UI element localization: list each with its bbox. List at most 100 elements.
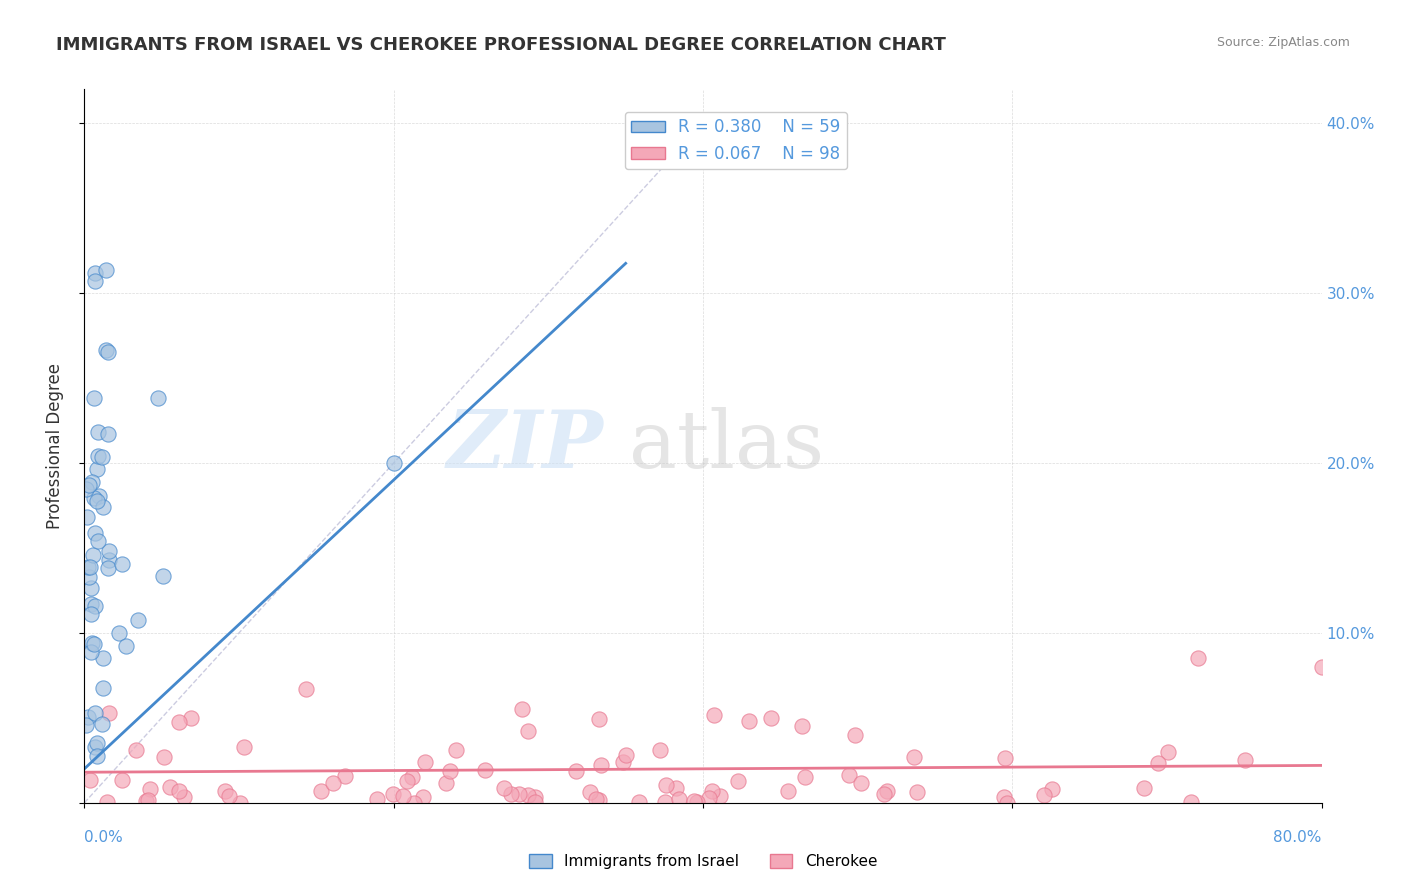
Point xyxy=(565,764,588,779)
Point xyxy=(849,776,872,790)
Point xyxy=(84,274,107,288)
Point xyxy=(108,626,131,640)
Point xyxy=(492,781,515,796)
Point xyxy=(82,475,104,490)
Point xyxy=(76,509,98,524)
Point xyxy=(876,784,898,798)
Point xyxy=(115,640,138,654)
Text: atlas: atlas xyxy=(628,407,824,485)
Point xyxy=(1346,792,1368,806)
Point xyxy=(759,711,782,725)
Point xyxy=(167,784,190,798)
Point xyxy=(905,785,928,799)
Point xyxy=(311,784,333,798)
Point xyxy=(903,750,925,764)
Point xyxy=(665,780,688,795)
Point xyxy=(508,788,530,802)
Point xyxy=(382,787,405,801)
Point xyxy=(111,557,134,571)
Point xyxy=(1040,782,1063,797)
Point xyxy=(499,787,522,801)
Text: Source: ZipAtlas.com: Source: ZipAtlas.com xyxy=(1216,36,1350,49)
Point xyxy=(111,772,134,787)
Point xyxy=(727,774,749,789)
Point xyxy=(91,651,114,665)
Point xyxy=(391,789,413,804)
Point xyxy=(844,728,866,742)
Point xyxy=(80,607,103,621)
Point xyxy=(683,793,706,807)
Point xyxy=(96,343,118,357)
Point xyxy=(83,391,105,405)
Point xyxy=(173,789,195,804)
Point xyxy=(588,712,610,726)
Point xyxy=(77,710,100,724)
Point xyxy=(80,597,103,611)
Point xyxy=(439,764,461,779)
Legend: Immigrants from Israel, Cherokee: Immigrants from Israel, Cherokee xyxy=(523,848,883,875)
Point xyxy=(654,778,676,792)
Point xyxy=(96,795,118,809)
Point xyxy=(994,751,1017,765)
Point xyxy=(709,789,731,803)
Point xyxy=(322,776,344,790)
Point xyxy=(413,755,436,769)
Point xyxy=(87,450,110,464)
Point xyxy=(75,482,97,496)
Point xyxy=(80,636,103,650)
Point xyxy=(97,426,120,441)
Point xyxy=(127,613,149,627)
Point xyxy=(83,526,105,541)
Point xyxy=(510,702,533,716)
Point xyxy=(591,757,613,772)
Point xyxy=(1133,780,1156,795)
Point xyxy=(614,748,637,763)
Point xyxy=(1187,651,1209,665)
Point xyxy=(79,772,101,787)
Point xyxy=(1234,753,1257,767)
Point xyxy=(1310,660,1333,674)
Point xyxy=(75,718,97,732)
Point xyxy=(794,770,817,784)
Point xyxy=(152,750,174,764)
Point xyxy=(218,789,240,804)
Point xyxy=(83,266,105,280)
Point xyxy=(1033,788,1056,802)
Point xyxy=(152,569,174,583)
Point xyxy=(668,791,690,805)
Point xyxy=(612,755,634,769)
Point xyxy=(90,450,112,465)
Point xyxy=(1180,795,1202,809)
Point xyxy=(87,425,110,440)
Point xyxy=(79,581,101,595)
Point xyxy=(98,543,121,558)
Point xyxy=(80,645,103,659)
Point xyxy=(628,796,651,810)
Point xyxy=(654,795,676,809)
Point xyxy=(97,344,120,359)
Point xyxy=(86,494,108,508)
Point xyxy=(1157,746,1180,760)
Point xyxy=(1146,756,1168,770)
Point xyxy=(686,796,709,810)
Point xyxy=(382,456,405,470)
Point xyxy=(83,740,105,755)
Point xyxy=(97,553,120,567)
Point xyxy=(146,391,169,405)
Point xyxy=(995,796,1018,810)
Point xyxy=(86,748,108,763)
Point xyxy=(838,768,860,782)
Point xyxy=(139,782,162,797)
Point xyxy=(91,716,114,731)
Point xyxy=(517,788,540,802)
Point xyxy=(578,784,600,798)
Point xyxy=(738,714,761,729)
Point xyxy=(697,791,720,805)
Point xyxy=(91,500,114,514)
Y-axis label: Professional Degree: Professional Degree xyxy=(45,363,63,529)
Point xyxy=(993,789,1015,804)
Point xyxy=(82,548,104,562)
Point xyxy=(229,796,252,810)
Point xyxy=(79,560,101,574)
Point xyxy=(167,714,190,729)
